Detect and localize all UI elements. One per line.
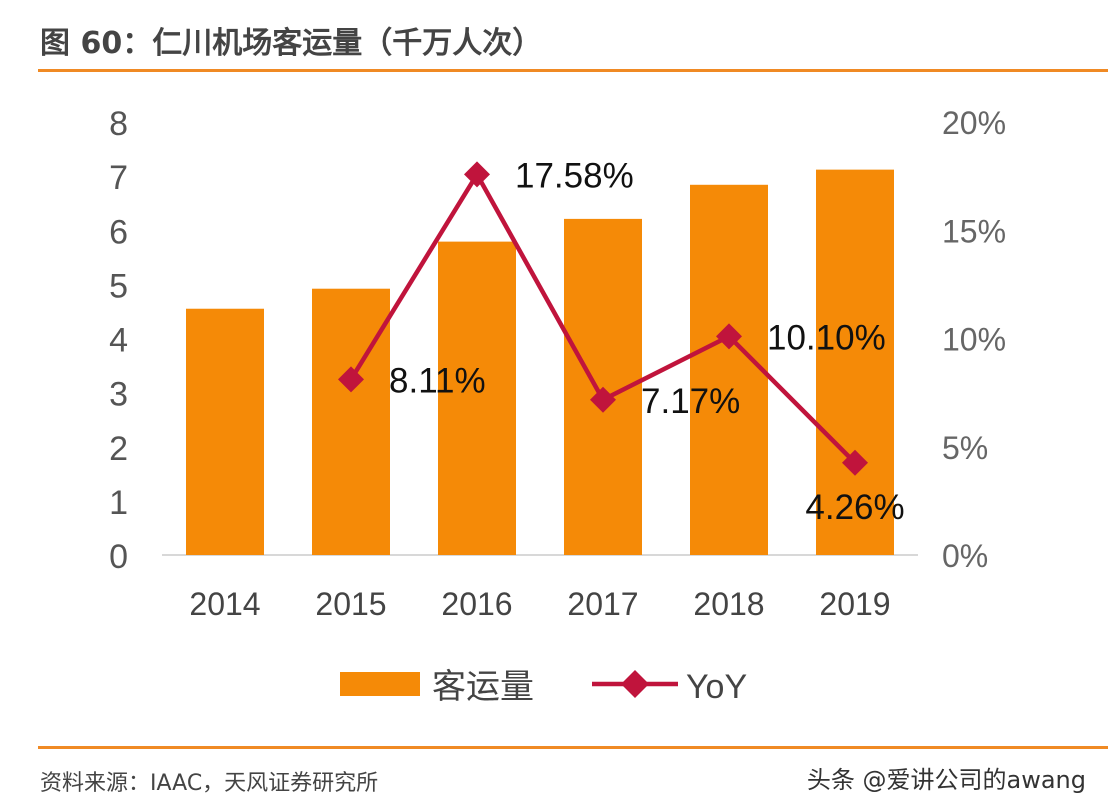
x-tick-label: 2018	[693, 586, 764, 622]
left-tick-label: 8	[109, 105, 128, 143]
source-note: 资料来源：IAAC，天风证券研究所	[40, 771, 379, 796]
x-tick-label: 2019	[819, 586, 890, 622]
bar-2015	[312, 288, 390, 555]
title-divider	[38, 69, 1108, 72]
chart-title: 图 60：仁川机场客运量（千万人次）	[40, 26, 543, 61]
left-tick-label: 1	[109, 484, 128, 522]
legend-label-bar: 客运量	[432, 668, 534, 706]
x-tick-label: 2015	[315, 586, 386, 622]
bar-2018	[690, 184, 768, 555]
right-tick-label: 15%	[942, 213, 1006, 249]
left-tick-label: 2	[109, 430, 128, 468]
bar-2019	[816, 169, 894, 555]
yoy-marker-2016	[464, 161, 490, 188]
yoy-data-label: 17.58%	[515, 156, 634, 195]
bar-2016	[438, 241, 516, 555]
yoy-data-label: 8.11%	[389, 361, 486, 400]
left-tick-label: 3	[109, 376, 128, 414]
yoy-marker-2018	[716, 323, 742, 350]
yoy-marker-2015	[338, 366, 364, 393]
yoy-data-label: 7.17%	[641, 382, 740, 421]
watermark: 头条 @爱讲公司的awang	[806, 766, 1086, 794]
left-tick-label: 0	[109, 538, 128, 576]
x-tick-label: 2014	[189, 586, 260, 622]
x-tick-label: 2016	[441, 586, 512, 622]
legend-marker-icon	[621, 670, 649, 698]
left-tick-label: 4	[109, 322, 128, 360]
left-tick-label: 6	[109, 213, 128, 251]
x-tick-label: 2017	[567, 586, 638, 622]
right-tick-label: 0%	[942, 538, 988, 574]
legend-swatch-bar	[340, 672, 420, 696]
right-tick-label: 10%	[942, 322, 1006, 358]
left-tick-label: 5	[109, 267, 128, 305]
right-tick-label: 20%	[942, 105, 1006, 141]
legend-label-line: YoY	[686, 668, 747, 706]
left-tick-label: 7	[109, 159, 128, 197]
footer-divider	[38, 746, 1108, 749]
yoy-marker-2019	[842, 449, 868, 476]
right-tick-label: 5%	[942, 430, 988, 466]
bar-2014	[186, 308, 264, 555]
yoy-data-label: 10.10%	[767, 318, 886, 357]
yoy-marker-2017	[590, 386, 616, 413]
yoy-data-label: 4.26%	[805, 488, 904, 527]
